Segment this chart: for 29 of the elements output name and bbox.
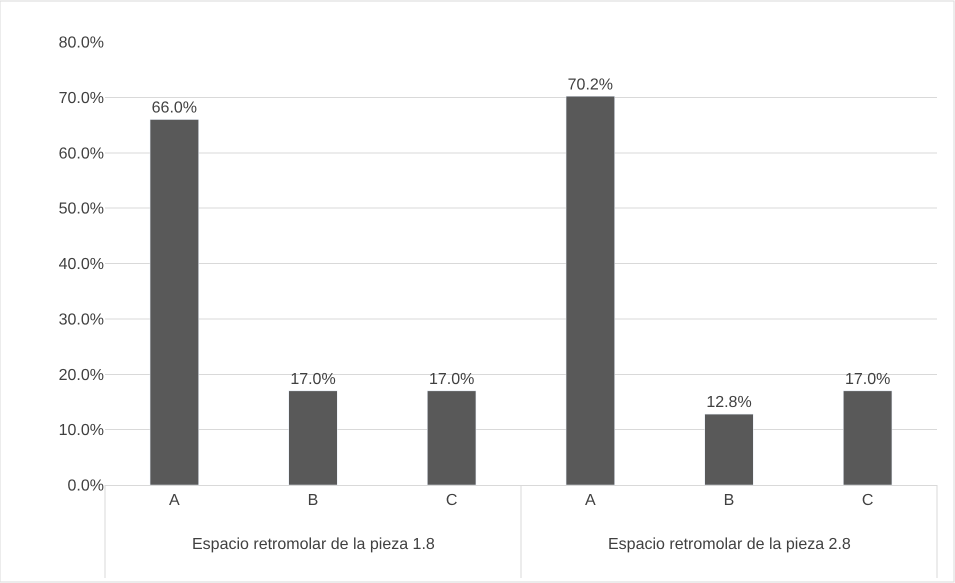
bar (288, 390, 338, 485)
bar (843, 390, 892, 485)
y-tick-label: 70.0% (58, 90, 104, 107)
bar (704, 414, 754, 485)
x-tick-label: C (862, 492, 874, 510)
y-tick-label: 50.0% (58, 200, 104, 218)
y-tick-label: 30.0% (58, 311, 104, 328)
y-tick-label: 20.0% (58, 366, 104, 384)
bar (427, 390, 476, 485)
data-label: 17.0% (844, 370, 890, 388)
y-tick-label: 0.0% (68, 478, 104, 495)
text: Espacio retromolar de la pieza 2.8 (608, 536, 851, 553)
data-label: 17.0% (290, 370, 336, 388)
data-label: 12.8% (706, 394, 752, 412)
bar (150, 119, 199, 485)
x-tick-label: B (724, 492, 734, 510)
x-tick-label: B (308, 492, 318, 510)
bar (566, 96, 615, 485)
x-tick-label: A (584, 492, 596, 510)
text: Espacio retromolar de la pieza 1.8 (192, 536, 435, 553)
x-tick-label: A (168, 492, 180, 510)
data-label: 17.0% (428, 370, 474, 388)
y-tick-label: 80.0% (58, 34, 104, 52)
data-label: 66.0% (152, 100, 198, 117)
y-tick-label: 40.0% (58, 256, 104, 274)
x-tick-label: C (446, 492, 458, 510)
y-tick-label: 10.0% (58, 422, 104, 440)
data-label: 70.2% (568, 76, 614, 94)
y-tick-label: 60.0% (58, 145, 104, 162)
